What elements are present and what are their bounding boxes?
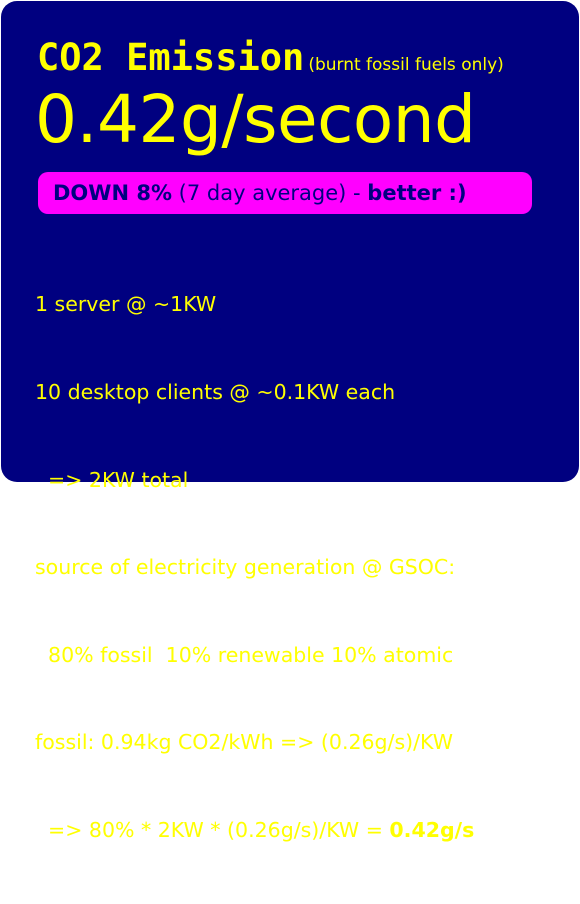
calc-final-result: 0.42g/s <box>389 818 475 843</box>
trend-period: (7 day average) - <box>172 181 368 205</box>
co2-emission-panel: CO2 Emission (burnt fossil fuels only) 0.… <box>1 1 579 842</box>
trend-badge: DOWN 8% (7 day average) - better :) <box>38 172 532 214</box>
calc-line: 80% fossil 10% renewable 10% atomic <box>35 642 454 667</box>
calc-line: 1 server @ ~1KW <box>35 292 217 317</box>
calc-line: source of electricity generation @ GSOC: <box>35 555 456 580</box>
calculation-block: 1 server @ ~1KW 10 desktop clients @ ~0.… <box>35 232 474 904</box>
calc-final-prefix: => 80% * 2KW * (0.26g/s)/KW = <box>35 818 390 843</box>
trend-verdict: better :) <box>367 181 467 205</box>
page-subtitle: (burnt fossil fuels only) <box>308 55 504 75</box>
calc-final-line: => 80% * 2KW * (0.26g/s)/KW = 0.42g/s <box>35 816 474 845</box>
calc-line: => 2KW total <box>35 467 189 492</box>
page-title: CO2 Emission <box>37 36 305 79</box>
emission-rate-value: 0.42g/second <box>35 81 476 158</box>
calc-line: 10 desktop clients @ ~0.1KW each <box>35 380 396 405</box>
trend-change: DOWN 8% <box>53 181 172 205</box>
title-row: CO2 Emission (burnt fossil fuels only) <box>37 39 504 76</box>
calc-line: fossil: 0.94kg CO2/kWh => (0.26g/s)/KW <box>35 730 454 755</box>
